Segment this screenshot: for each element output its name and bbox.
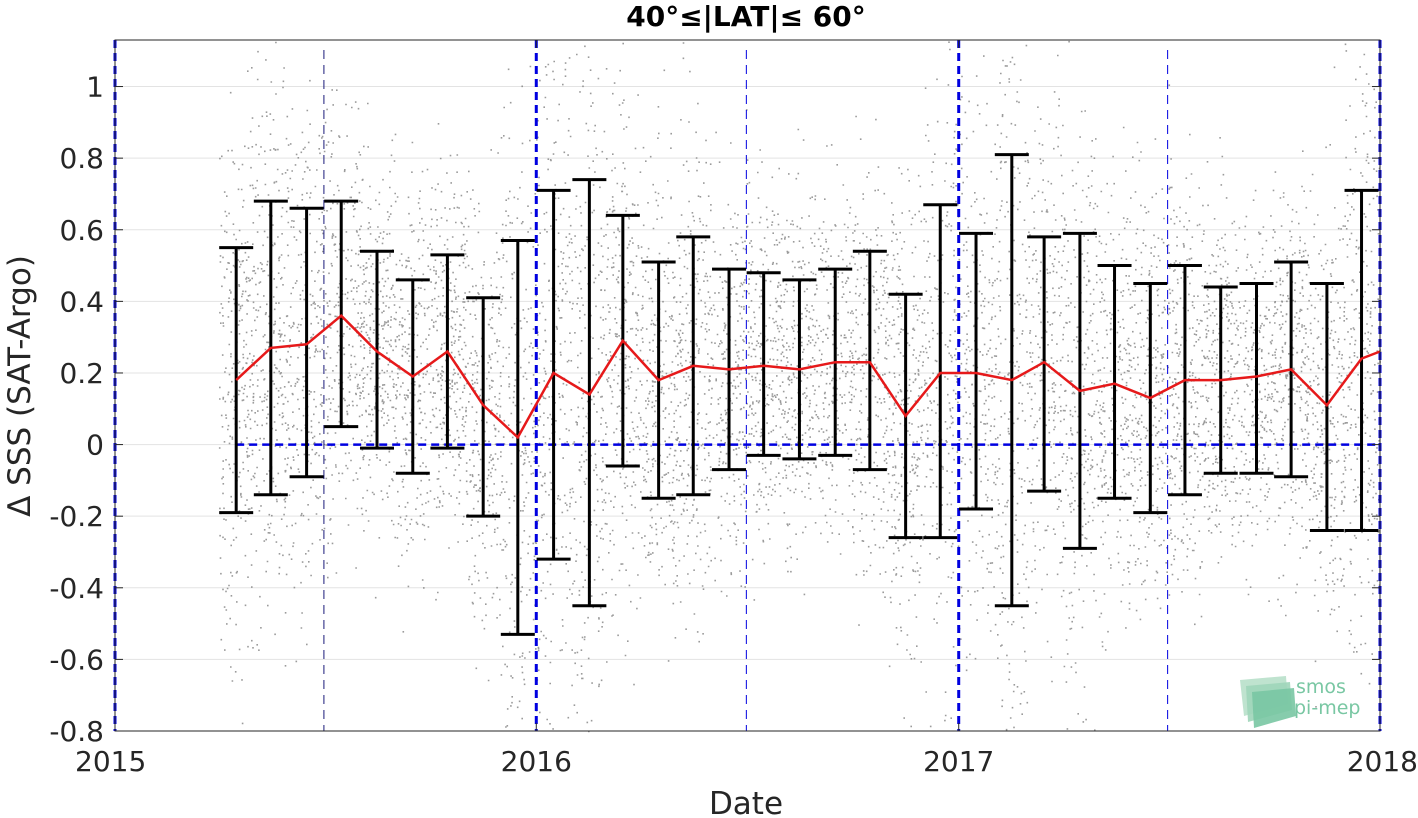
error-bar: [219, 246, 254, 515]
error-bar: [324, 199, 359, 429]
y-tick-label: -0.8: [49, 715, 104, 748]
x-tick-label: 2018: [1347, 745, 1418, 778]
logo-line1: smos: [1296, 676, 1346, 698]
x-axis-ticks: 2015 2016 2017 2018: [75, 40, 1418, 778]
error-bar: [466, 296, 501, 518]
y-axis-title: Δ SSS (SAT-Argo): [2, 255, 38, 517]
y-axis-ticks: -0.8 -0.6 -0.4 -0.2 0 0.2 0.4 0.6 0.8 1: [49, 71, 1380, 748]
y-tick-label: 0: [86, 429, 104, 462]
error-bar: [1309, 281, 1344, 533]
error-bar: [1097, 264, 1132, 500]
x-tick-label: 2017: [923, 745, 994, 778]
error-bar: [1239, 281, 1274, 475]
y-tick-label: 0.8: [59, 142, 104, 175]
smos-pi-mep-logo: smos pi-mep: [1240, 676, 1360, 728]
error-bar: [746, 271, 781, 457]
y-tick-label: 0.4: [59, 285, 104, 318]
y-tick-label: 0.2: [59, 357, 104, 390]
x-tick-label: 2015: [75, 745, 146, 778]
mean-line: [235, 314, 1381, 440]
error-bar: [1027, 235, 1062, 493]
y-tick-label: -0.6: [49, 643, 104, 676]
error-bar: [289, 206, 324, 479]
y-tick-label: 1: [86, 71, 104, 104]
error-bar: [923, 203, 958, 540]
plot-area-frame: [114, 39, 1381, 732]
y-tick-label: -0.2: [49, 500, 104, 533]
y-tick-label: -0.4: [49, 572, 104, 605]
x-axis-title: Date: [709, 786, 783, 818]
error-bar: [959, 231, 994, 511]
y-tick-label: 0.6: [59, 214, 104, 247]
mean-line-group: [235, 314, 1381, 440]
x-tick-label: 2016: [501, 745, 572, 778]
layered-waves-icon: [1240, 676, 1296, 728]
logo-line2: pi-mep: [1294, 697, 1360, 719]
error-bar: [360, 249, 395, 450]
chart-title: 40°≤|LAT|≤ 60°: [626, 0, 866, 33]
error-bar: [852, 249, 887, 472]
